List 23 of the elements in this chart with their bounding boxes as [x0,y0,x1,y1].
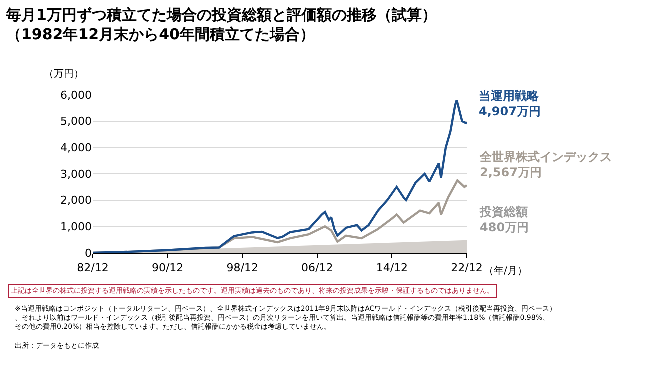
annotation: 4,907万円 [479,104,541,119]
x-tick-label: 98/12 [226,261,258,274]
y-tick-label: 0 [85,246,92,260]
text: 全世界株式インデックス [479,150,612,164]
x-tick-label: 90/12 [152,261,184,274]
chart-title: 毎月1万円ずつ積立てた場合の投資総額と評価額の推移（試算） [6,6,437,24]
y-tick-label: 2,000 [60,194,92,208]
x-tick-label: 14/12 [376,261,408,274]
y-tick-label: 5,000 [60,115,92,128]
x-tick-label: 06/12 [302,261,334,274]
x-tick-label: 82/12 [77,261,109,274]
text: 投資総額 [479,205,528,219]
y-axis-title: （万円） [44,69,84,80]
annotation: 480万円 [480,220,530,235]
y-tick-label: 6,000 [60,88,92,102]
x-tick-label: 22/12 [451,261,483,274]
series-label: 当運用戦略 [479,89,540,103]
chart-subtitle: （1982年12月末から40年間積立てた場合） [6,26,315,44]
x-axis-title: （年/月） [484,265,528,277]
y-tick-label: 4,000 [60,142,92,155]
y-tick-label: 3,000 [60,168,92,181]
y-tick-label: 1,000 [60,220,92,234]
annotation: 2,567万円 [480,166,542,180]
